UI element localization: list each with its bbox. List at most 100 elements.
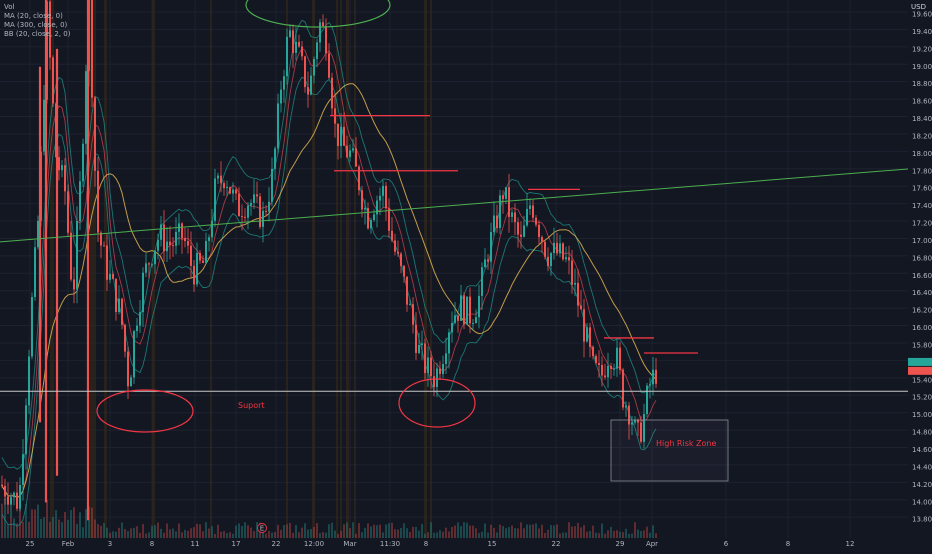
volume-bar xyxy=(199,524,201,538)
candle-body xyxy=(595,355,597,364)
volume-bar xyxy=(439,530,441,538)
volume-bar xyxy=(589,530,591,538)
candle-body xyxy=(292,30,294,53)
candle-body xyxy=(538,224,540,238)
currency-label[interactable]: USD xyxy=(911,3,926,11)
legend-bb[interactable]: BB (20, close, 2, 0) xyxy=(4,30,71,38)
volume-bar xyxy=(64,511,66,538)
candle-body xyxy=(196,252,198,285)
volume-bar xyxy=(511,525,513,538)
candle-body xyxy=(550,253,552,267)
volume-bar xyxy=(520,522,522,538)
volume-bar xyxy=(142,524,144,538)
candle-body xyxy=(193,265,195,285)
candle-body xyxy=(379,195,381,201)
volume-bar xyxy=(265,533,267,538)
candle-body xyxy=(97,170,99,233)
volume-bar xyxy=(121,522,123,538)
volume-bar xyxy=(436,532,438,538)
candle-body xyxy=(514,212,516,223)
candle-body xyxy=(211,220,213,238)
volume-bar xyxy=(346,522,348,538)
time-axis[interactable]: 25 Feb 3 8 11 17 22 12:00 Mar 11:30 8 15 22 29 Apr 6 8 12… xyxy=(0,523,932,551)
candle-body xyxy=(442,364,444,374)
legend-ma300[interactable]: MA (300, close, 0) xyxy=(4,21,68,29)
price-tick: 16.60 xyxy=(912,272,932,280)
candle-body xyxy=(331,77,333,109)
session-marker xyxy=(286,0,288,538)
top-ellipse xyxy=(245,0,391,28)
volume-bar xyxy=(448,531,450,538)
candle-body xyxy=(121,298,123,325)
candle-body xyxy=(463,295,465,325)
candle-body xyxy=(241,216,243,218)
volume-bar xyxy=(580,527,582,538)
legend-vol[interactable]: Vol xyxy=(4,3,15,11)
candle-body xyxy=(436,368,438,388)
candle-body xyxy=(157,239,159,251)
candle-body xyxy=(556,242,558,254)
volume-bar xyxy=(454,525,456,538)
candle-body xyxy=(79,181,81,222)
legend-ma20[interactable]: MA (20, close, 0) xyxy=(4,12,63,20)
volume-bar xyxy=(226,533,228,538)
candle-body xyxy=(361,190,363,210)
candle-body xyxy=(577,282,579,306)
volume-bar xyxy=(529,524,531,538)
candle-body xyxy=(274,148,276,169)
volume-bar xyxy=(649,532,651,538)
candle-body xyxy=(73,279,75,290)
price-tick: 14.20 xyxy=(912,481,932,489)
volume-bar xyxy=(652,525,654,538)
price-axis[interactable]: 19.60 19.40 19.20 19.00 18.80 18.60 18.40 18.20… xyxy=(908,0,932,550)
time-tick: 8 xyxy=(424,540,428,548)
volume-bar xyxy=(415,526,417,538)
price-tick: 18.60 xyxy=(912,98,932,106)
volume-bar xyxy=(79,512,81,538)
volume-bar xyxy=(295,525,297,538)
candle-body xyxy=(352,148,354,151)
candle-body xyxy=(607,365,609,378)
volume-bar xyxy=(343,524,345,538)
volume-bar xyxy=(349,528,351,538)
candle-body xyxy=(388,208,390,231)
annotations[interactable]: Suport High Risk Zone xyxy=(0,0,909,482)
volume-bar xyxy=(271,532,273,538)
candle-body xyxy=(409,304,411,306)
volume-bar xyxy=(478,533,480,538)
volume-bar xyxy=(577,522,579,538)
volume-bar xyxy=(355,533,357,538)
candle-body xyxy=(169,241,171,246)
volume-bar xyxy=(451,526,453,538)
volume-bar xyxy=(163,532,165,538)
indicator-legend: Vol MA (20, close, 0) MA (300, close, 0)… xyxy=(4,3,71,39)
candle-body xyxy=(343,126,345,146)
time-tick: Mar xyxy=(343,540,356,548)
session-marker xyxy=(90,0,96,538)
volume-bar xyxy=(595,532,597,538)
volume-bar xyxy=(604,533,606,538)
candle-body xyxy=(130,377,132,387)
volume-bar xyxy=(241,525,243,538)
volume-bar xyxy=(613,530,615,538)
volume-bar xyxy=(502,526,504,538)
volume-bar xyxy=(43,517,45,538)
candle-body xyxy=(391,230,393,241)
price-tick: 19.00 xyxy=(912,63,932,71)
volume-bar xyxy=(526,524,528,538)
candle-body xyxy=(523,225,525,237)
volume-bar xyxy=(4,497,6,538)
volume-bar xyxy=(388,523,390,538)
candle-body xyxy=(565,257,567,260)
candle-body xyxy=(226,187,228,189)
volume-bar xyxy=(535,523,537,538)
candle-body xyxy=(421,343,423,346)
candle-body xyxy=(433,376,435,388)
volume-bar xyxy=(646,526,648,538)
candle-body xyxy=(187,241,189,246)
candle-body xyxy=(472,323,474,325)
volume-bar xyxy=(244,522,246,538)
candle-body xyxy=(346,145,348,158)
